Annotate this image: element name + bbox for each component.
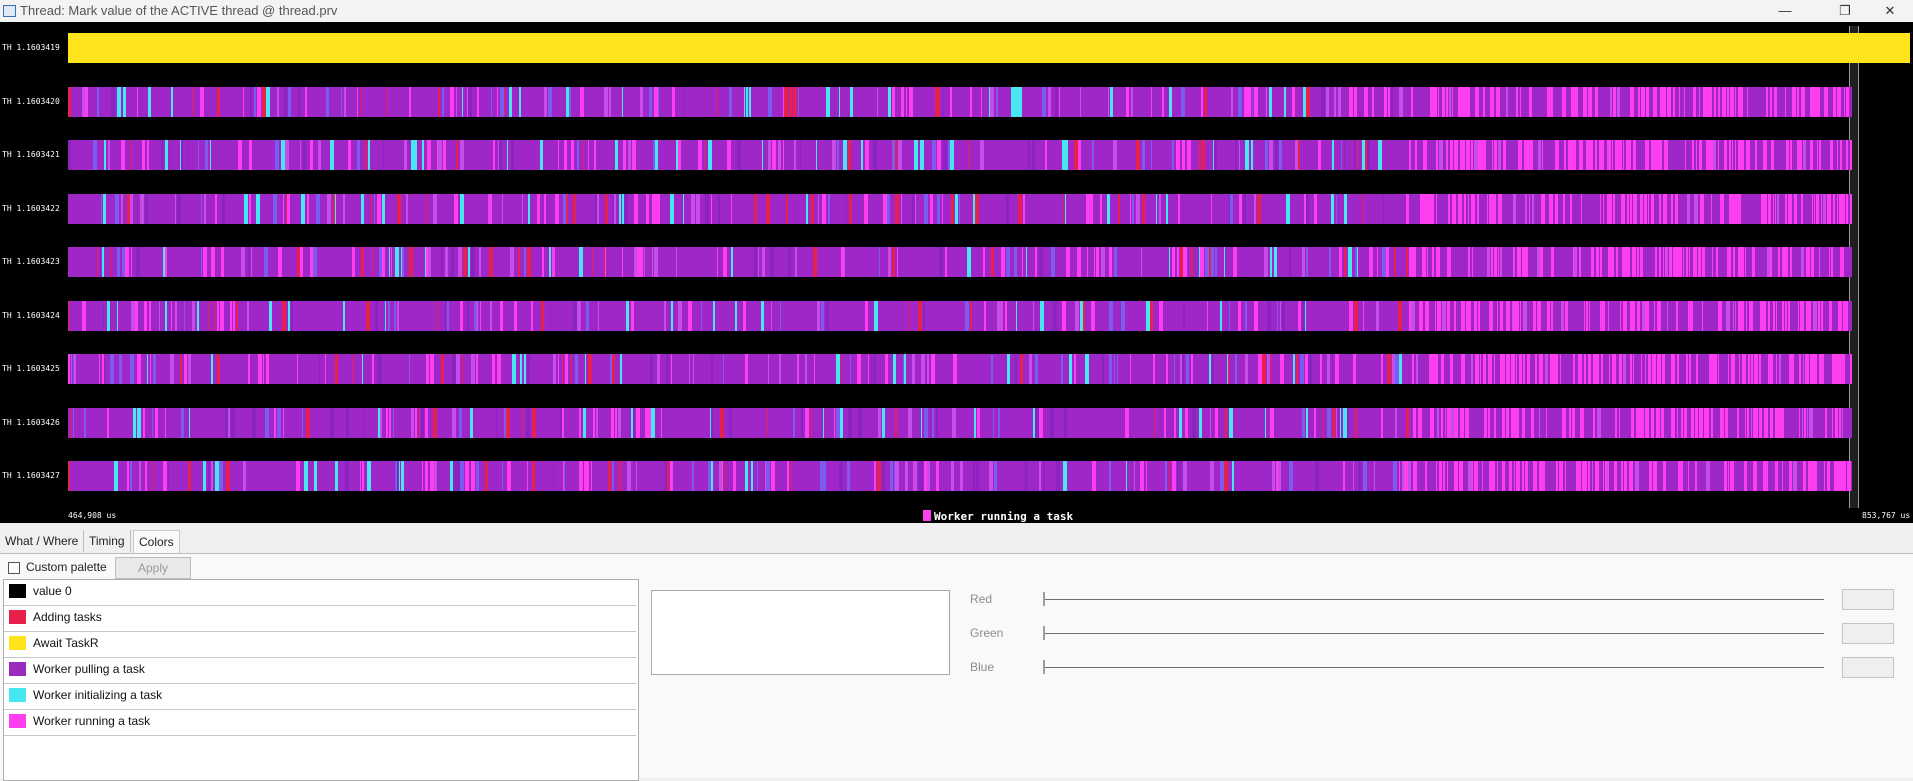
blue-value-field[interactable] [1842, 657, 1894, 678]
red-value-field[interactable] [1842, 589, 1894, 610]
custom-palette-label[interactable]: Custom palette [26, 560, 107, 574]
minimize-icon[interactable]: — [1778, 3, 1792, 18]
thread-row-label: TH 1.1603421 [2, 150, 60, 159]
color-list-item[interactable]: Worker running a task [4, 710, 636, 736]
apply-button[interactable]: Apply [115, 557, 191, 579]
thread-row-label: TH 1.1603427 [2, 471, 60, 480]
colors-panel: Custom palette Apply value 0 Adding tasks… [0, 553, 1913, 781]
color-preview [651, 590, 950, 675]
red-slider-handle[interactable] [1043, 592, 1045, 606]
tab-timing[interactable]: Timing [84, 530, 131, 552]
color-swatch [9, 584, 26, 598]
thread-track[interactable] [68, 33, 1910, 63]
color-item-label: value 0 [33, 584, 72, 598]
app-icon [3, 5, 16, 17]
timeline-legend: Worker running a task [923, 510, 1073, 523]
color-list-item[interactable]: value 0 [4, 580, 636, 606]
thread-row-label: TH 1.1603426 [2, 418, 60, 427]
color-list-item[interactable]: Worker pulling a task [4, 658, 636, 684]
thread-track[interactable] [68, 87, 1852, 117]
thread-track[interactable] [68, 301, 1852, 331]
thread-row-label: TH 1.1603425 [2, 364, 60, 373]
color-item-label: Adding tasks [33, 610, 102, 624]
restore-icon[interactable]: ❐ [1839, 3, 1851, 18]
color-list-item[interactable]: Adding tasks [4, 606, 636, 632]
thread-track[interactable] [68, 194, 1852, 224]
window-titlebar: Thread: Mark value of the ACTIVE thread … [0, 0, 1913, 22]
color-swatch [9, 714, 26, 728]
green-value-field[interactable] [1842, 623, 1894, 644]
color-swatch [9, 688, 26, 702]
blue-slider[interactable] [1044, 667, 1824, 668]
color-list-item[interactable]: Await TaskR [4, 632, 636, 658]
green-label: Green [970, 626, 1004, 640]
thread-row-label: TH 1.1603423 [2, 257, 60, 266]
color-item-label: Worker initializing a task [33, 688, 163, 702]
red-slider[interactable] [1044, 599, 1824, 600]
legend-swatch [923, 510, 931, 521]
tab-what-where[interactable]: What / Where [0, 530, 85, 552]
color-item-label: Await TaskR [33, 636, 99, 650]
thread-track[interactable] [68, 140, 1852, 170]
red-label: Red [970, 592, 993, 606]
blue-slider-handle[interactable] [1043, 660, 1045, 674]
color-item-label: Worker pulling a task [33, 662, 145, 676]
thread-row-label: TH 1.1603420 [2, 97, 60, 106]
thread-track[interactable] [68, 247, 1852, 277]
timeline-view[interactable]: 464,908 us 853,767 us Worker running a t… [0, 22, 1913, 523]
legend-label: Worker running a task [934, 510, 1074, 523]
timeline-start-time: 464,908 us [68, 511, 117, 520]
close-icon[interactable]: ✕ [1884, 3, 1896, 18]
thread-track[interactable] [68, 461, 1852, 491]
thread-track[interactable] [68, 354, 1852, 384]
green-slider[interactable] [1044, 633, 1824, 634]
timeline-end-time: 853,767 us [1862, 511, 1911, 520]
green-slider-handle[interactable] [1043, 626, 1045, 640]
thread-track[interactable] [68, 408, 1852, 438]
color-item-label: Worker running a task [33, 714, 151, 728]
color-swatch [9, 636, 26, 650]
thread-row-label: TH 1.1603419 [2, 43, 60, 52]
window-title: Thread: Mark value of the ACTIVE thread … [20, 3, 338, 18]
color-list[interactable]: value 0 Adding tasks Await TaskR Worker pul… [3, 579, 639, 781]
custom-palette-checkbox[interactable] [8, 562, 20, 574]
thread-row-label: TH 1.1603424 [2, 311, 60, 320]
thread-row-label: TH 1.1603422 [2, 204, 60, 213]
color-swatch [9, 662, 26, 676]
color-list-item[interactable]: Worker initializing a task [4, 684, 636, 710]
tab-colors[interactable]: Colors [133, 530, 180, 553]
blue-label: Blue [970, 660, 995, 674]
color-swatch [9, 610, 26, 624]
